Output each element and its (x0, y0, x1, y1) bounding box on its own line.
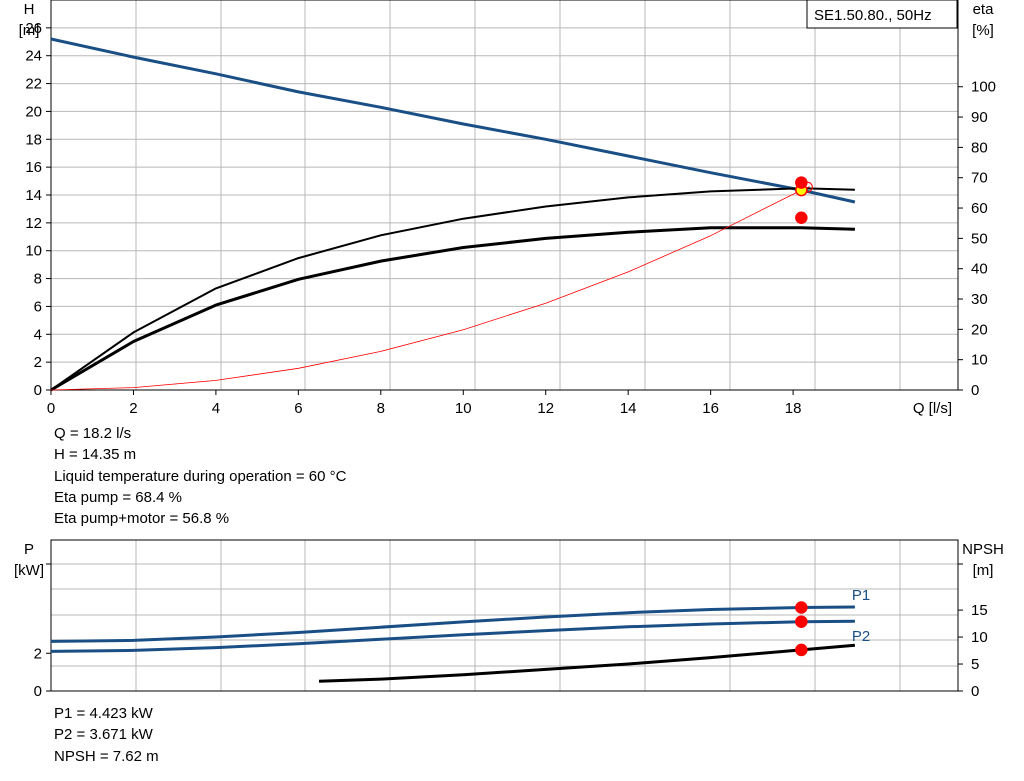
x-tick-label: 14 (620, 400, 637, 417)
y-tick-label: 0 (34, 382, 42, 399)
y-tick-label: 26 (25, 20, 42, 37)
info-head: H = 14.35 m (54, 446, 137, 464)
series-line-2 (50, 187, 855, 391)
x-tick-label: 6 (294, 400, 302, 417)
operating-point-marker (795, 211, 808, 224)
info-liquid-temperature: Liquid temperature during operation = 60… (54, 467, 347, 485)
y2-axis-label: NPSH (962, 541, 1004, 558)
chart-panel-1 (46, 0, 963, 395)
y2-tick-label: 100 (971, 79, 996, 96)
y-tick-label: 0 (34, 683, 42, 700)
y2-tick-label: 15 (971, 602, 988, 619)
x-axis-label: Q [l/s] (913, 400, 952, 417)
x-tick-label: 10 (455, 400, 472, 417)
y-axis-label: P (24, 541, 34, 558)
y-tick-label: 16 (25, 159, 42, 176)
power-info: P1 = 4.423 kW P2 = 3.671 kW NPSH = 7.62 … (54, 703, 159, 767)
series-line-2 (50, 619, 855, 653)
y2-tick-label: 10 (971, 352, 988, 369)
y2-tick-label: 90 (971, 109, 988, 126)
y-tick-label: 2 (34, 354, 42, 371)
operating-point-info: Q = 18.2 l/s H = 14.35 m Liquid temperat… (54, 423, 346, 529)
y-tick-label: 2 (34, 645, 42, 662)
y-axis-label: H (24, 1, 35, 18)
series-line-1 (50, 37, 856, 204)
x-tick-label: 2 (129, 400, 137, 417)
operating-point-marker (795, 615, 808, 628)
y-tick-label: 12 (25, 215, 42, 232)
y2-tick-label: 10 (971, 629, 988, 646)
y-tick-label: 18 (25, 131, 42, 148)
y2-axis-unit: [%] (972, 22, 994, 39)
series-line-4 (50, 186, 810, 391)
info-flow: Q = 18.2 l/s (54, 425, 132, 442)
operating-point-marker (795, 643, 808, 657)
info-eta-pump-motor: Eta pump+motor = 56.8 % (54, 510, 230, 528)
y-tick-label: 14 (25, 187, 42, 204)
info-npsh: NPSH = 7.62 m (54, 747, 159, 765)
operating-point-marker (795, 601, 808, 614)
y-axis-unit: [kW] (14, 562, 44, 579)
x-tick-label: 8 (377, 400, 385, 417)
y2-tick-label: 5 (971, 656, 979, 673)
y2-axis-label: eta (973, 1, 995, 18)
x-tick-label: 18 (785, 400, 802, 417)
y2-axis-unit: [m] (973, 562, 994, 579)
y2-tick-label: 60 (971, 200, 988, 217)
y-tick-label: 10 (25, 243, 42, 260)
legend-box (806, 0, 958, 29)
y2-tick-label: 0 (971, 382, 979, 399)
series-line-3 (50, 226, 855, 392)
y2-tick-label: 80 (971, 139, 988, 156)
x-tick-label: 4 (212, 400, 220, 417)
y-tick-label: 6 (34, 298, 42, 315)
y-axis-unit: [m] (19, 22, 40, 39)
y-tick-label: 22 (25, 76, 42, 93)
info-p1: P1 = 4.423 kW (54, 705, 153, 722)
chart-panel-2 (46, 539, 963, 692)
operating-point-marker (795, 176, 808, 189)
info-eta-pump: Eta pump = 68.4 % (54, 488, 182, 506)
series-line-1 (50, 605, 855, 643)
y2-tick-label: 50 (971, 230, 988, 247)
y-tick-label: 20 (25, 103, 42, 120)
legend-box-label: SE1.50.80., 50Hz (814, 7, 932, 24)
y-tick-label: 4 (34, 326, 42, 343)
plot-frame (50, 539, 959, 692)
y-tick-label: 8 (34, 271, 42, 288)
y2-tick-label: 20 (971, 321, 988, 338)
y2-tick-label: 30 (971, 291, 988, 308)
info-p2: P2 = 3.671 kW (54, 726, 153, 744)
y2-tick-label: 0 (971, 683, 979, 700)
x-tick-label: 12 (537, 400, 554, 417)
series-label-p2: P2 (852, 628, 870, 645)
x-tick-label: 0 (47, 400, 55, 417)
y2-tick-label: 70 (971, 170, 988, 187)
x-tick-label: 16 (702, 400, 719, 417)
series-label-p1: P1 (852, 587, 870, 604)
series-line-3 (318, 643, 856, 683)
y-tick-label: 24 (25, 48, 42, 65)
y2-tick-label: 40 (971, 261, 988, 278)
